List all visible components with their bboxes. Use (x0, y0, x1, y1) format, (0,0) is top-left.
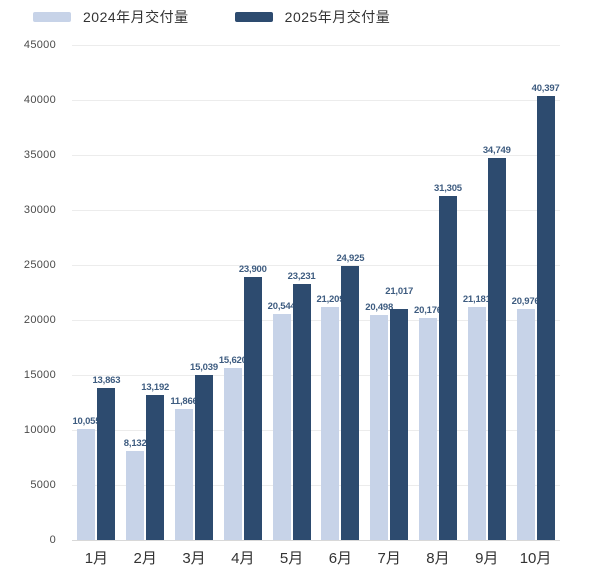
legend-swatch-2025-icon (234, 12, 273, 22)
gridline (72, 45, 560, 46)
x-axis-label-m10: 10月 (519, 550, 552, 567)
y-axis-tick-label: 35000 (23, 149, 56, 161)
bar-2024-m7: 20,498 (365, 302, 393, 540)
bar-value-label: 21,209 (316, 293, 345, 305)
x-axis-label-m3: 3月 (182, 550, 206, 567)
y-axis-tick-label: 45000 (23, 39, 56, 51)
bar-value-label: 20,544 (267, 301, 296, 313)
x-axis-label-m6: 6月 (328, 550, 353, 567)
bar-value-label: 23,900 (238, 264, 267, 276)
bar-value-label: 24,925 (336, 252, 365, 264)
y-axis-tick-label: 25000 (23, 259, 56, 271)
x-axis-label-m9: 9月 (475, 550, 499, 567)
month-group-m6: 21,209 24,925 6月 (316, 45, 365, 567)
x-axis-label-m8: 8月 (426, 550, 450, 567)
bar-value-label: 13,192 (141, 381, 170, 393)
bar-2025-m4: 23,900 (239, 264, 267, 540)
bar-2024-m9: 21,181 (463, 294, 491, 540)
x-axis-label-m2: 2月 (133, 550, 157, 567)
bar-value-label: 21,017 (385, 285, 414, 297)
bar-value-label: 10,055 (72, 416, 101, 428)
bar-value-label: 8,132 (123, 437, 147, 449)
bar-value-label: 40,397 (531, 82, 560, 94)
bar-2024-m4: 15,620 (219, 355, 247, 540)
legend-label-2025: 2025年月交付量 (284, 9, 391, 25)
legend-item-2024: 2024年月交付量 (33, 7, 189, 27)
bar-2025-m3: 15,039 (190, 362, 218, 540)
month-group-m8: 20,176 31,305 8月 (414, 45, 463, 567)
y-axis-tick-label: 15000 (23, 369, 56, 381)
legend-swatch-2024-icon (33, 12, 71, 22)
gridline (72, 430, 560, 431)
x-axis-label-m1: 1月 (84, 550, 109, 567)
bar-2024-m6: 21,209 (316, 294, 345, 540)
month-group-m10: 20,976 40,397 10月 (511, 45, 560, 567)
y-axis-tick-label: 20000 (23, 314, 56, 326)
bar-2025-m9: 34,749 (483, 145, 511, 540)
gridline (72, 540, 560, 541)
x-axis-label-m5: 5月 (279, 550, 304, 567)
x-axis-label-m4: 4月 (231, 550, 255, 567)
gridline (72, 100, 560, 101)
bar-2024-m10: 20,976 (512, 296, 540, 540)
bar-value-label: 20,976 (511, 296, 540, 308)
gridline (72, 485, 560, 486)
bar-value-label: 31,305 (434, 182, 462, 194)
month-group-m4: 15,620 23,900 4月 (218, 45, 267, 567)
bar-value-label: 21,181 (462, 294, 491, 306)
bar-2024-m2: 8,132 (124, 438, 147, 540)
month-group-m7: 20,498 21,017 7月 (365, 45, 414, 567)
y-axis-tick-label: 5000 (30, 479, 56, 491)
y-axis-tick-label: 10000 (23, 424, 56, 436)
bar-value-label: 15,620 (218, 355, 247, 367)
bar-2025-m2: 13,192 (141, 382, 169, 540)
y-axis-tick-label: 30000 (23, 204, 56, 216)
bar-2024-m5: 20,544 (268, 301, 296, 540)
month-group-m5: 20,544 23,231 5月 (267, 45, 316, 567)
month-group-m2: 8,132 13,192 2月 (121, 45, 170, 567)
bar-2024-m8: 20,176 (414, 305, 442, 540)
gridline (72, 375, 560, 376)
bar-value-label: 11,866 (170, 396, 198, 408)
gridline (72, 265, 560, 266)
bar-2024-m1: 10,055 (72, 416, 101, 540)
x-axis-label-m7: 7月 (377, 550, 401, 567)
legend-item-2025: 2025年月交付量 (234, 7, 391, 27)
bar-2025-m7: 21,017 (385, 286, 413, 540)
month-group-m9: 21,181 34,749 9月 (462, 45, 511, 567)
bar-value-label: 20,176 (414, 305, 442, 317)
bar-value-label: 13,863 (92, 374, 121, 386)
bar-2025-m6: 24,925 (336, 253, 365, 540)
bar-value-label: 20,498 (365, 301, 394, 313)
legend: 2024年月交付量 2025年月交付量 (33, 7, 390, 27)
y-axis-tick-label: 0 (49, 534, 56, 546)
month-group-m3: 11,866 15,039 3月 (170, 45, 219, 567)
gridline (72, 320, 560, 321)
bar-2025-m8: 31,305 (434, 183, 462, 540)
y-axis-tick-label: 40000 (23, 94, 56, 106)
y-axis: 0 5000 10000 15000 20000 25000 30000 35000 40000… (0, 39, 64, 546)
grid-layer (72, 45, 560, 541)
legend-label-2024: 2024年月交付量 (83, 9, 189, 25)
bar-value-label: 23,231 (287, 271, 316, 283)
months-layer: 10,055 13,863 1月 8,132 13,192 2月 11,866 15,039 3… (72, 45, 560, 567)
gridline (72, 210, 560, 211)
bar-2025-m1: 13,863 (92, 375, 121, 540)
bar-2024-m3: 11,866 (170, 396, 198, 540)
month-group-m1: 10,055 13,863 1月 (72, 45, 121, 567)
bar-2025-m10: 40,397 (532, 83, 560, 540)
bar-value-label: 34,749 (482, 144, 511, 156)
bar-2025-m5: 23,231 (288, 271, 316, 540)
gridline (72, 155, 560, 156)
bar-value-label: 15,039 (190, 361, 218, 373)
